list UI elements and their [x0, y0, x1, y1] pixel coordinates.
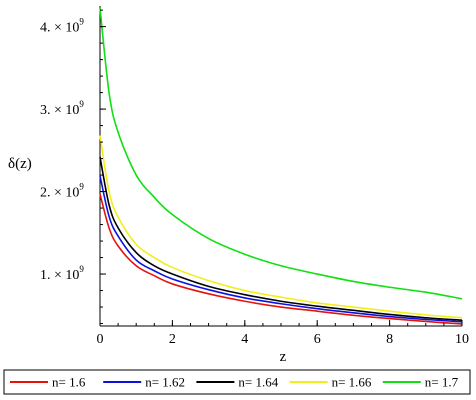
- plot-area: [99, 6, 462, 327]
- y-tick-label: 1. × 109: [40, 264, 84, 283]
- legend: n= 1.6 n= 1.62 n= 1.64 n= 1.66 n= 1.7: [3, 369, 471, 395]
- legend-label: n= 1.66: [332, 375, 372, 390]
- y-tick-label: 2. × 109: [40, 182, 84, 201]
- series-line: [99, 7, 463, 300]
- y-tick-label: 3. × 109: [40, 99, 84, 118]
- x-tick-label: 2: [169, 332, 176, 347]
- series-line: [99, 135, 463, 319]
- legend-label: n= 1.6: [52, 375, 86, 390]
- x-tick-label: 6: [314, 332, 321, 347]
- legend-label: n= 1.7: [425, 375, 459, 390]
- x-tick-label: 0: [97, 332, 104, 347]
- x-tick-label: 8: [386, 332, 393, 347]
- series-layer: [99, 7, 463, 325]
- legend-label: n= 1.64: [238, 375, 278, 390]
- legend-label: n= 1.62: [145, 375, 185, 390]
- y-axis-label: δ(z): [8, 156, 32, 172]
- y-axis: 1. × 109 2. × 109 3. × 109 4. × 109: [40, 9, 106, 325]
- x-tick-label: 4: [241, 332, 248, 347]
- x-axis: 0 2 4 6 8 10: [97, 320, 469, 347]
- series-line: [99, 193, 463, 325]
- x-tick-label: 10: [455, 332, 469, 347]
- x-axis-label: z: [280, 349, 287, 365]
- y-tick-label: 4. × 109: [40, 17, 84, 36]
- series-line: [99, 156, 463, 322]
- series-line: [99, 175, 463, 323]
